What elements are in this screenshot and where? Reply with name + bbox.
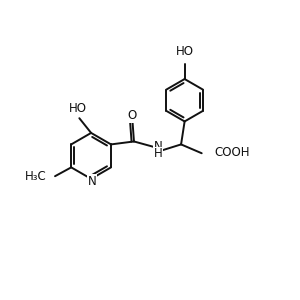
Text: N: N xyxy=(154,140,163,153)
Text: O: O xyxy=(128,109,137,122)
Text: HO: HO xyxy=(69,102,87,115)
Text: HO: HO xyxy=(176,45,194,58)
Text: N: N xyxy=(88,175,96,188)
Text: COOH: COOH xyxy=(214,146,250,159)
Text: H: H xyxy=(154,147,163,160)
Text: H₃C: H₃C xyxy=(25,170,47,183)
